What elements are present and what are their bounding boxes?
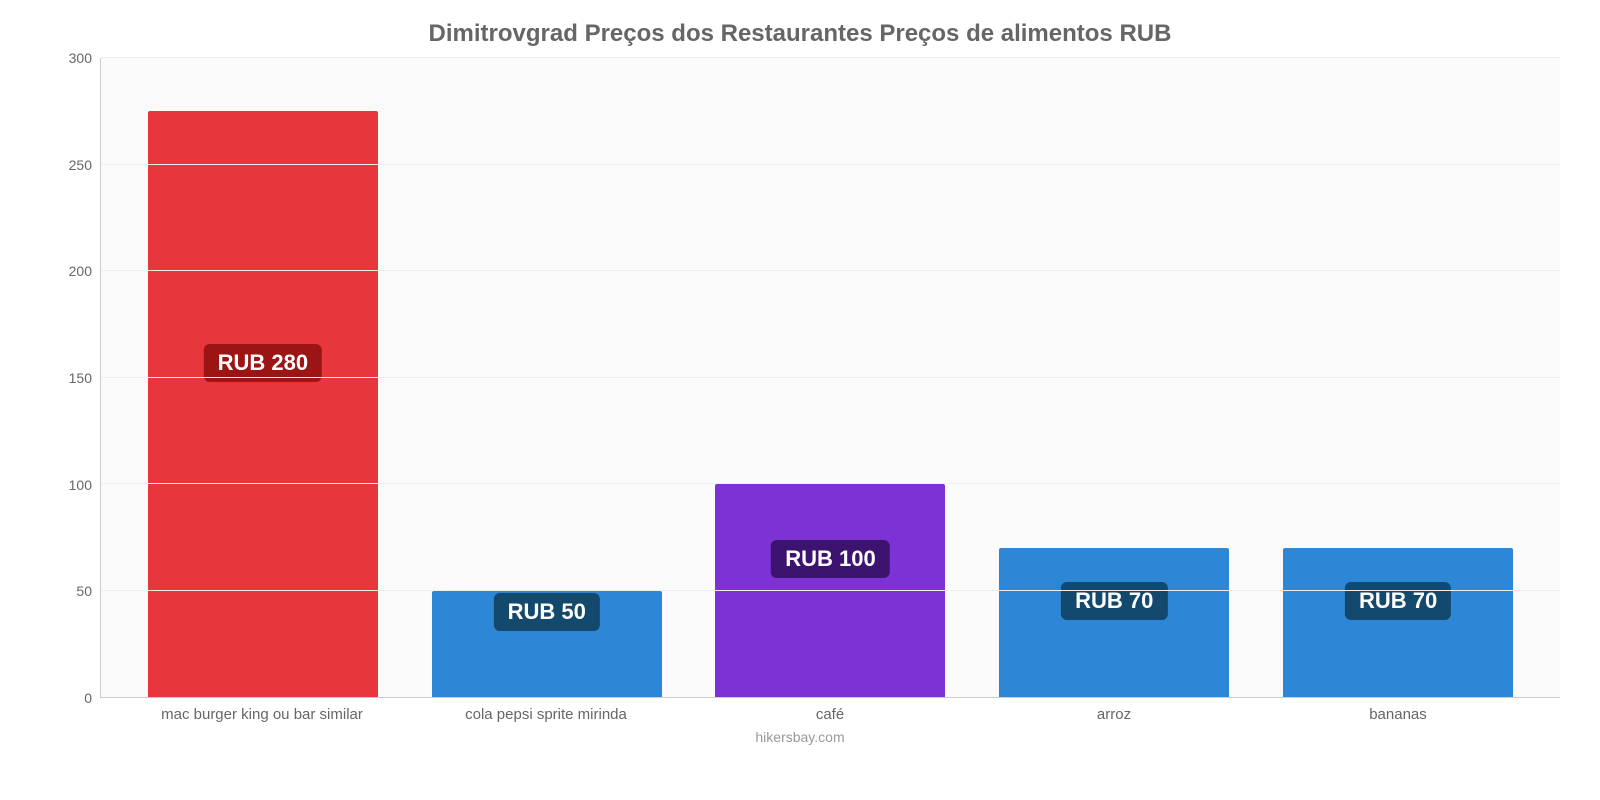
chart-title: Dimitrovgrad Preços dos Restaurantes Pre… [40,20,1560,48]
chart-container: Dimitrovgrad Preços dos Restaurantes Pre… [0,0,1600,800]
gridline [101,57,1560,58]
bar-slot: RUB 70 [1271,58,1525,697]
bar [715,484,945,697]
gridline [101,164,1560,165]
gridline [101,483,1560,484]
source-attribution: hikersbay.com [40,729,1560,745]
bar-value-label: RUB 70 [1061,582,1167,620]
bars-container: RUB 280 RUB 50 RUB 100 RUB 70 RUB 70 [101,58,1560,697]
grid-area: RUB 280 RUB 50 RUB 100 RUB 70 RUB 70 [100,58,1560,698]
x-axis-label: mac burger king ou bar similar [135,706,389,723]
y-tick: 200 [42,263,92,279]
bar-value-label: RUB 70 [1345,582,1451,620]
y-tick: 250 [42,157,92,173]
plot-area: 050100150200250300 RUB 280RUB 50RUB 100R… [40,58,1560,698]
x-axis-label: bananas [1271,706,1525,723]
y-tick: 100 [42,477,92,493]
y-axis: 050100150200250300 [40,58,100,698]
gridline [101,590,1560,591]
bar [1283,548,1513,697]
y-tick: 50 [42,583,92,599]
bar-value-label: RUB 50 [494,593,600,631]
bar-slot: RUB 280 [136,58,390,697]
bar-slot: RUB 50 [420,58,674,697]
x-axis-label: café [703,706,957,723]
bar [999,548,1229,697]
y-tick: 0 [42,690,92,706]
bar-value-label: RUB 100 [771,540,889,578]
x-axis-labels: mac burger king ou bar similar cola pepsi… [40,698,1560,723]
bar-slot: RUB 70 [987,58,1241,697]
gridline [101,377,1560,378]
y-tick: 150 [42,370,92,386]
bar [148,111,378,697]
gridline [101,270,1560,271]
bar-slot: RUB 100 [704,58,958,697]
x-axis-label: arroz [987,706,1241,723]
x-axis-label: cola pepsi sprite mirinda [419,706,673,723]
y-tick: 300 [42,50,92,66]
